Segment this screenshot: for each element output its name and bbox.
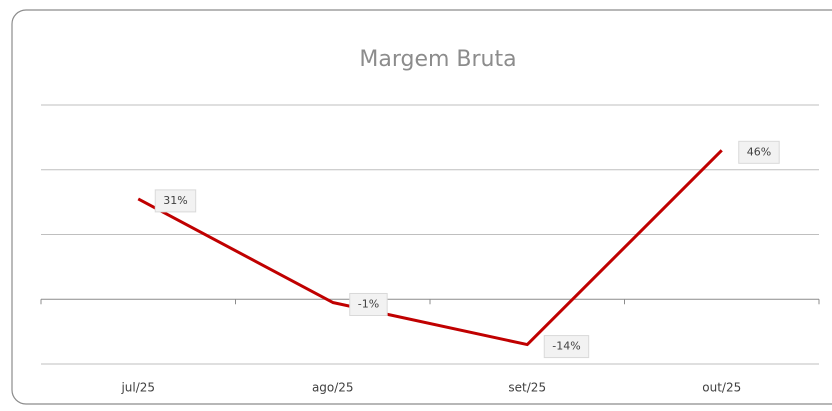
x-tick-label: ago/25 — [312, 381, 354, 395]
chart-frame — [11, 9, 832, 405]
data-label: 31% — [163, 194, 187, 207]
data-label: 46% — [747, 145, 771, 158]
data-label-box — [543, 335, 590, 359]
x-tick-label: set/25 — [508, 381, 546, 395]
data-label-box — [154, 189, 197, 213]
x-tick-label: out/25 — [702, 381, 741, 395]
chart-title: Margem Bruta — [359, 47, 516, 72]
data-label-box — [349, 292, 388, 316]
x-tick-label: jul/25 — [120, 381, 155, 395]
data-label-box — [738, 140, 780, 164]
data-label: -14% — [552, 340, 580, 353]
data-label: -1% — [358, 297, 379, 310]
series-line — [137, 149, 723, 347]
